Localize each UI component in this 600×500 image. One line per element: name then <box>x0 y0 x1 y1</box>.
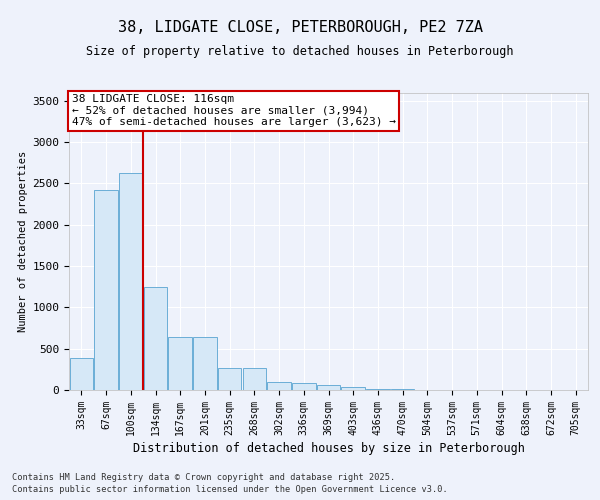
Bar <box>193 337 217 390</box>
X-axis label: Distribution of detached houses by size in Peterborough: Distribution of detached houses by size … <box>133 442 524 455</box>
Bar <box>292 382 316 390</box>
Bar <box>341 386 365 390</box>
Bar <box>268 382 291 390</box>
Bar <box>218 368 241 390</box>
Text: 38 LIDGATE CLOSE: 116sqm
← 52% of detached houses are smaller (3,994)
47% of sem: 38 LIDGATE CLOSE: 116sqm ← 52% of detach… <box>71 94 395 127</box>
Text: Contains public sector information licensed under the Open Government Licence v3: Contains public sector information licen… <box>12 486 448 494</box>
Bar <box>144 286 167 390</box>
Text: Size of property relative to detached houses in Peterborough: Size of property relative to detached ho… <box>86 45 514 58</box>
Bar <box>70 358 93 390</box>
Bar <box>242 368 266 390</box>
Text: 38, LIDGATE CLOSE, PETERBOROUGH, PE2 7ZA: 38, LIDGATE CLOSE, PETERBOROUGH, PE2 7ZA <box>118 20 482 35</box>
Bar <box>317 386 340 390</box>
Bar <box>366 388 389 390</box>
Text: Contains HM Land Registry data © Crown copyright and database right 2025.: Contains HM Land Registry data © Crown c… <box>12 473 395 482</box>
Y-axis label: Number of detached properties: Number of detached properties <box>18 150 28 332</box>
Bar <box>119 172 143 390</box>
Bar <box>169 337 192 390</box>
Bar <box>94 190 118 390</box>
